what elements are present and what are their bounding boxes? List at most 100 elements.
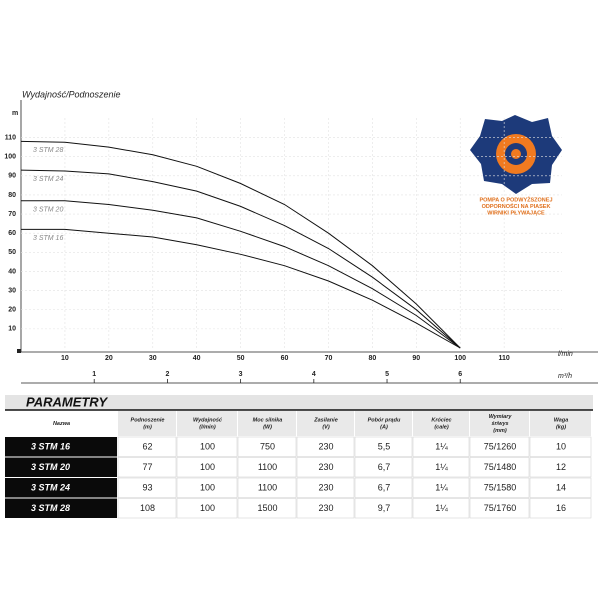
cell-text: 10 bbox=[556, 441, 566, 451]
cell-text: 100 bbox=[200, 482, 215, 492]
logo-center bbox=[511, 149, 521, 159]
cell-text: 5,5 bbox=[378, 441, 391, 451]
y-tick-label: 100 bbox=[4, 154, 16, 161]
table-cell bbox=[469, 477, 530, 498]
cell-text: 9,7 bbox=[378, 503, 391, 513]
table-cell bbox=[117, 477, 177, 498]
header-label: (V) bbox=[322, 424, 330, 430]
table-cell bbox=[117, 436, 177, 457]
logo-text: WIRNIKI PŁYWAJĄCE bbox=[487, 210, 545, 216]
x-tick-label: 20 bbox=[105, 355, 113, 362]
cell-text: 3 STM 24 bbox=[31, 482, 70, 492]
header-label: Moc silnika bbox=[253, 417, 283, 423]
table-cell bbox=[469, 457, 530, 478]
x-tick-label: 70 bbox=[325, 355, 333, 362]
series-line bbox=[21, 200, 461, 349]
header-label: Nazwa bbox=[53, 421, 70, 427]
x2-tick-label: 3 bbox=[239, 371, 243, 378]
cell-text: 1¼ bbox=[435, 482, 448, 492]
y-tick-label: 30 bbox=[8, 287, 16, 294]
header-cell bbox=[238, 411, 296, 436]
header-label: Zasilanie bbox=[313, 417, 338, 423]
header-label: Wydajność bbox=[193, 417, 223, 423]
table-cell bbox=[5, 457, 117, 477]
table-cell bbox=[296, 457, 355, 478]
table-cell bbox=[296, 498, 355, 519]
table-cell bbox=[529, 457, 592, 478]
cell-text: 108 bbox=[140, 503, 155, 513]
table-cell bbox=[5, 478, 117, 498]
x2-tick-label: 1 bbox=[92, 371, 96, 378]
header-cell bbox=[355, 411, 412, 436]
y-tick-label: 90 bbox=[8, 173, 16, 180]
header-label: (cale) bbox=[434, 424, 449, 430]
table-cell bbox=[412, 498, 470, 519]
x-tick-label: 90 bbox=[412, 355, 420, 362]
header-cell bbox=[118, 411, 176, 436]
header-cell bbox=[413, 411, 469, 436]
series-line bbox=[21, 228, 461, 349]
y-unit: m bbox=[12, 110, 18, 117]
table-cell bbox=[469, 498, 530, 519]
table-cell bbox=[237, 498, 297, 519]
table-cell bbox=[176, 477, 238, 498]
y-tick-label: 20 bbox=[8, 307, 16, 314]
header-label: Wymiary bbox=[489, 414, 513, 420]
cell-text: 6,7 bbox=[378, 462, 391, 472]
x-tick-label: 110 bbox=[499, 355, 510, 362]
y-tick-label: 70 bbox=[8, 211, 16, 218]
x-unit: l/min bbox=[558, 351, 573, 358]
cell-text: 6,7 bbox=[378, 482, 391, 492]
cell-text: 230 bbox=[318, 441, 333, 451]
header-label: Waga bbox=[554, 417, 569, 423]
cell-text: 100 bbox=[200, 462, 215, 472]
y-tick-label: 110 bbox=[5, 134, 16, 141]
header-label: śr/wys bbox=[491, 421, 508, 427]
series-label: 3 STM 24 bbox=[33, 176, 63, 183]
series-label: 3 STM 16 bbox=[33, 235, 63, 242]
logo-text: ODPORNOŚCI NA PIASEK bbox=[482, 203, 551, 210]
y-tick-label: 10 bbox=[8, 326, 16, 333]
cell-text: 75/1260 bbox=[484, 441, 517, 451]
header-label: (A) bbox=[380, 424, 388, 430]
table-cell bbox=[296, 477, 355, 498]
y-tick-label: 40 bbox=[8, 268, 16, 275]
table-cell bbox=[354, 436, 413, 457]
header-label: Pobór prądu bbox=[368, 417, 401, 423]
table-cell bbox=[237, 477, 297, 498]
cell-text: 230 bbox=[318, 482, 333, 492]
table-cell bbox=[5, 498, 117, 518]
x-tick-label: 10 bbox=[61, 355, 69, 362]
table-cell bbox=[237, 436, 297, 457]
logo-text: POMPA O PODWYŻSZONEJ bbox=[479, 196, 552, 203]
header-cell bbox=[530, 411, 591, 436]
chart-title: Wydajność/Podnoszenie bbox=[22, 89, 121, 99]
header-label: (m) bbox=[143, 424, 152, 430]
header-label: (mm) bbox=[493, 428, 507, 434]
header-cell bbox=[297, 411, 354, 436]
table-cell bbox=[176, 436, 238, 457]
y-tick-label: 80 bbox=[8, 192, 16, 199]
table-cell bbox=[412, 477, 470, 498]
table-cell bbox=[176, 498, 238, 519]
cell-text: 100 bbox=[200, 441, 215, 451]
table-title-bar bbox=[5, 395, 593, 410]
y-tick-label: 50 bbox=[8, 249, 16, 256]
header-label: (W) bbox=[263, 424, 272, 430]
x-tick-label: 60 bbox=[281, 355, 289, 362]
header-label: Króciec bbox=[431, 417, 451, 423]
cell-text: 93 bbox=[142, 482, 152, 492]
x-tick-label: 50 bbox=[237, 355, 245, 362]
header-label: (kg) bbox=[556, 424, 566, 430]
table-cell bbox=[176, 457, 238, 478]
x-tick-label: 40 bbox=[193, 355, 201, 362]
x2-tick-label: 6 bbox=[458, 371, 462, 378]
cell-text: 77 bbox=[142, 462, 152, 472]
table-cell bbox=[354, 498, 413, 519]
series-line bbox=[20, 140, 461, 349]
cell-text: 12 bbox=[556, 462, 566, 472]
series-label: 3 STM 20 bbox=[33, 207, 63, 214]
table-cell bbox=[237, 457, 297, 478]
table-cell bbox=[412, 457, 470, 478]
